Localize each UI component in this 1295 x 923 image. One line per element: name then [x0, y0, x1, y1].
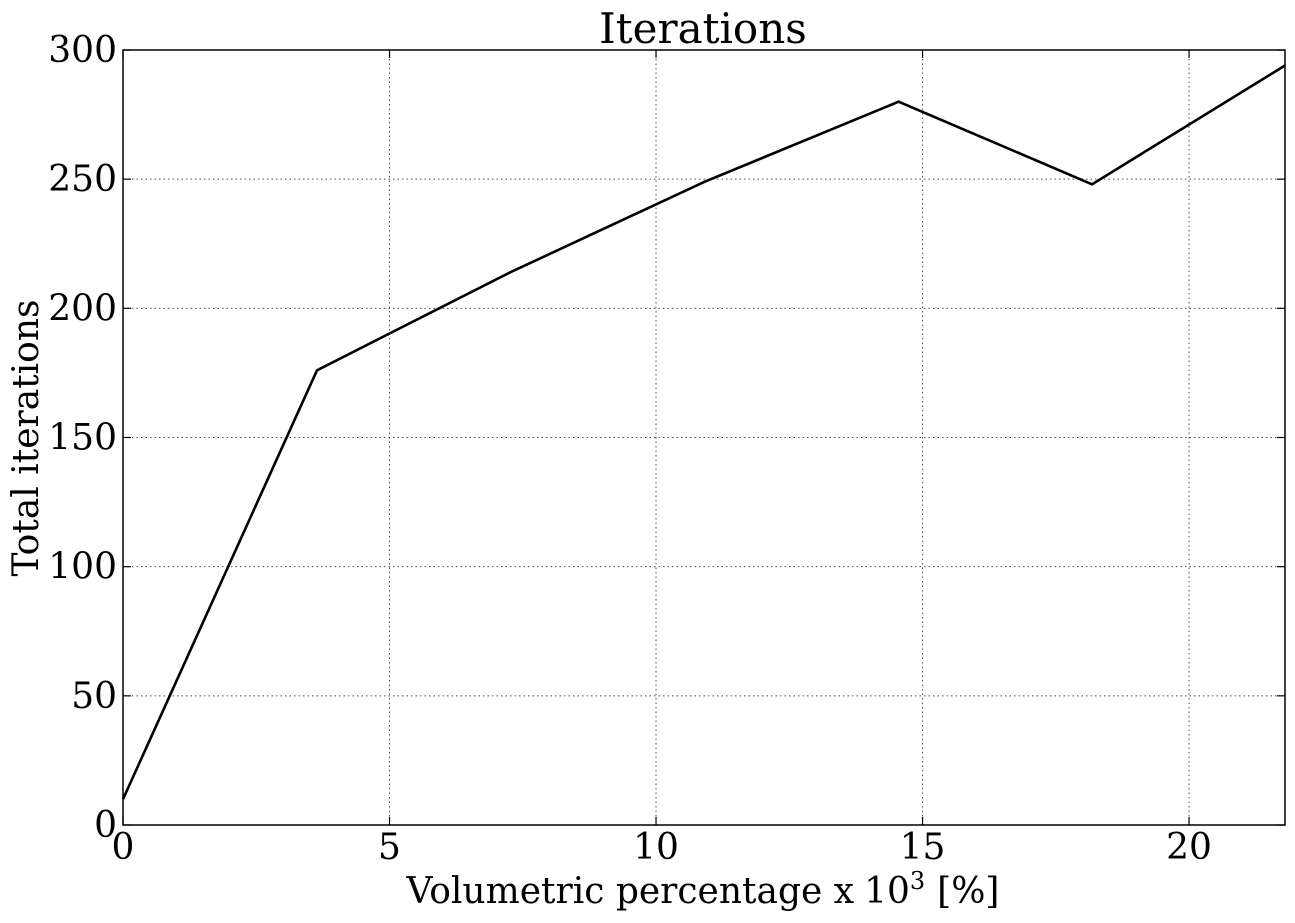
x-tick-label: 20 — [1166, 827, 1212, 868]
y-tick-label: 100 — [48, 547, 117, 588]
series-layer — [121, 64, 1286, 800]
x-axis-label-power-base: 10 — [864, 871, 910, 912]
x-axis-label: Volumetric percentage x 103 [%] — [406, 867, 1000, 912]
y-tick-label: 150 — [48, 418, 117, 459]
y-tick-label: 300 — [48, 30, 117, 71]
x-tick-label: 5 — [378, 827, 401, 868]
x-axis-label-unit: [%] — [937, 871, 999, 912]
x-tick-label: 10 — [633, 827, 679, 868]
y-tick-label: 250 — [48, 159, 117, 200]
chart-title: Iterations — [599, 4, 807, 53]
y-tick-label: 200 — [48, 288, 117, 329]
y-axis-label: Total iterations — [6, 299, 47, 576]
y-tick-label: 50 — [71, 676, 117, 717]
grid-layer — [122, 49, 1285, 826]
x-tick-label: 0 — [112, 827, 135, 868]
series-line — [121, 64, 1286, 800]
x-axis-label-power-exp: 3 — [910, 867, 925, 895]
x-axis-label-text: Volumetric percentage x — [406, 871, 855, 912]
y-tick-label: 0 — [94, 805, 117, 846]
x-tick-label: 15 — [900, 827, 946, 868]
